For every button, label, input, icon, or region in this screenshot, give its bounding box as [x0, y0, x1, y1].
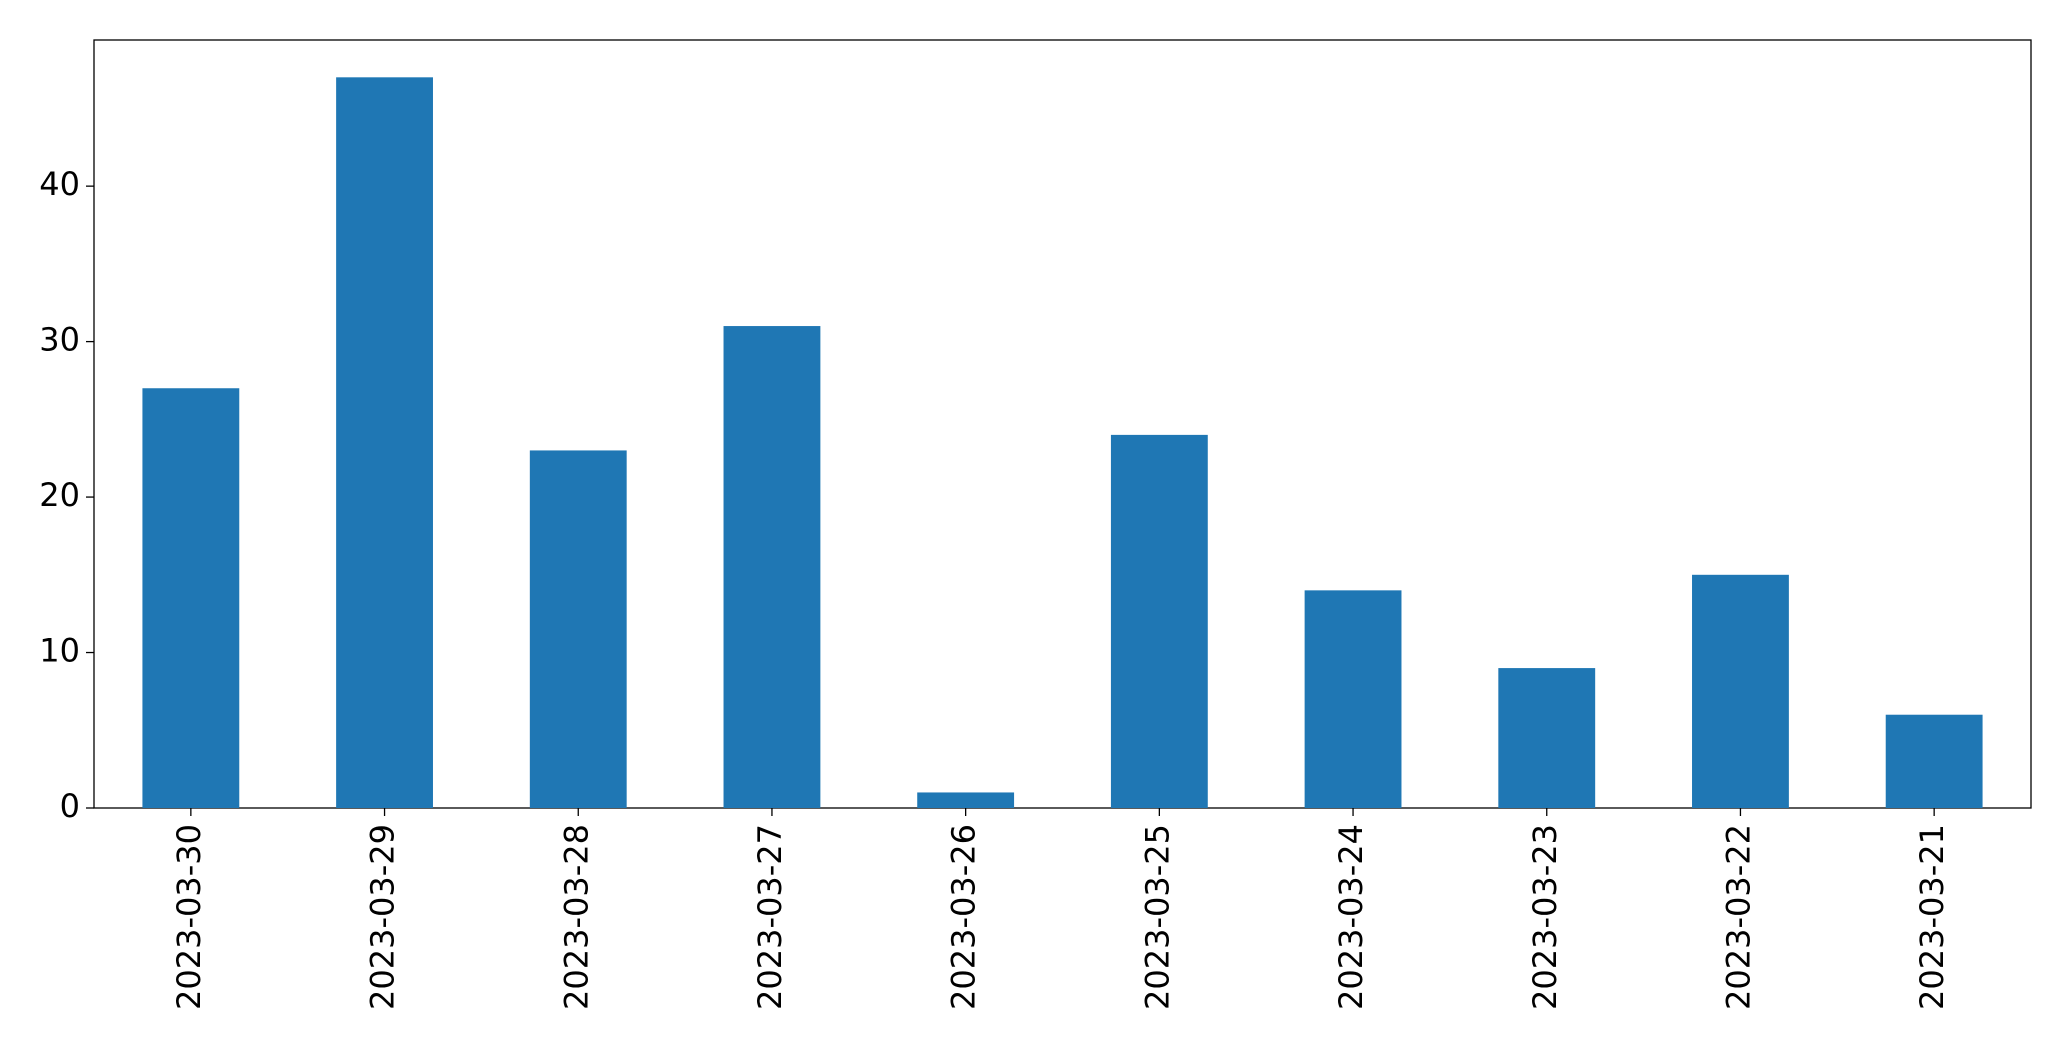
x-tick-label: 2023-03-24 — [1332, 824, 1370, 1010]
bar — [723, 326, 821, 808]
bar — [1692, 574, 1789, 808]
plot-frame — [93, 39, 2032, 809]
x-tick-label: 2023-03-21 — [1913, 824, 1951, 1010]
bar — [336, 77, 433, 808]
bar — [917, 792, 1015, 808]
x-tick-label: 2023-03-22 — [1719, 824, 1757, 1010]
y-tick-label: 40 — [39, 165, 80, 203]
bar — [1885, 714, 1983, 808]
bar — [1304, 590, 1402, 808]
bar — [142, 388, 240, 808]
y-tick-label: 20 — [39, 476, 80, 514]
bar — [1498, 668, 1596, 808]
x-tick-label: 2023-03-29 — [364, 824, 402, 1010]
x-tick-label: 2023-03-28 — [557, 824, 595, 1010]
x-tick-label: 2023-03-30 — [170, 824, 208, 1010]
y-tick-label: 0 — [60, 787, 80, 825]
bar — [529, 450, 627, 808]
x-tick-label: 2023-03-26 — [945, 824, 983, 1010]
x-tick-label: 2023-03-23 — [1526, 824, 1564, 1010]
x-tick-label: 2023-03-25 — [1138, 824, 1176, 1010]
y-tick-label: 30 — [39, 321, 80, 359]
x-tick-label: 2023-03-27 — [751, 824, 789, 1010]
bar — [1110, 434, 1208, 808]
y-tick-label: 10 — [39, 632, 80, 670]
